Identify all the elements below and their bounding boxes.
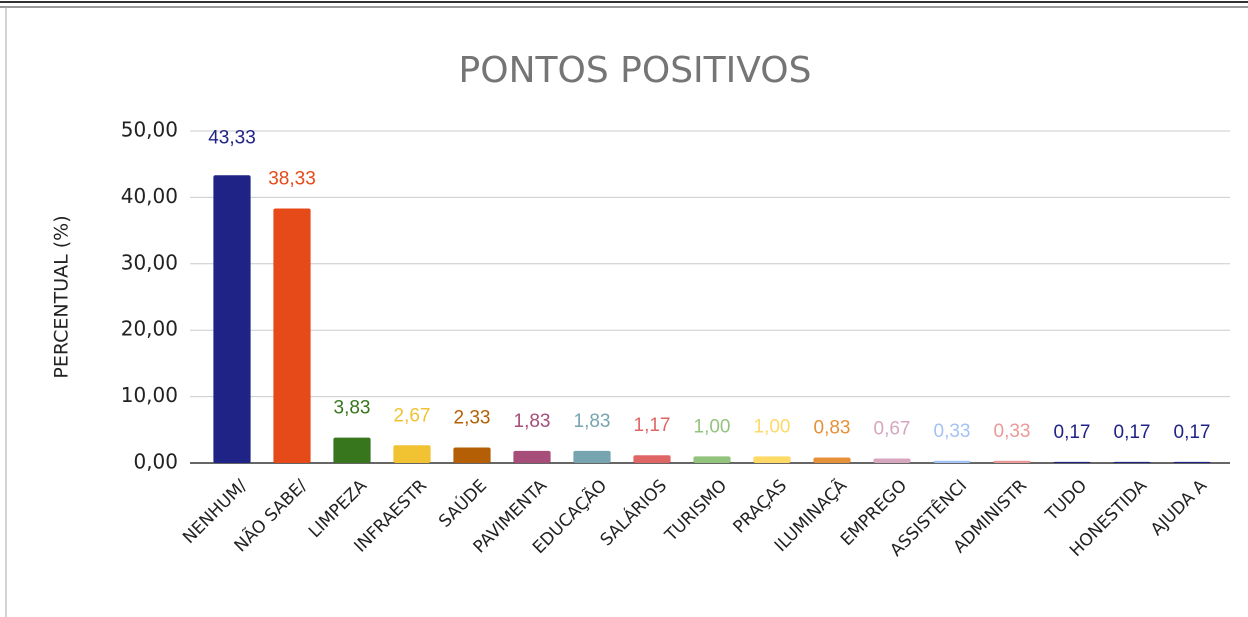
- bar: [1113, 461, 1151, 463]
- data-label: 1,83: [514, 411, 551, 432]
- data-label: 2,67: [394, 405, 431, 426]
- y-tick-label: 10,00: [121, 383, 178, 407]
- data-label: 0,67: [874, 419, 911, 440]
- y-tick-label: 50,00: [121, 118, 178, 142]
- data-label: 1,00: [754, 416, 791, 437]
- bar: [693, 456, 731, 463]
- data-label: 1,17: [634, 415, 671, 436]
- bar: [873, 458, 911, 463]
- bar: [753, 456, 791, 463]
- data-label: 0,83: [814, 418, 851, 439]
- data-label: 3,83: [334, 398, 371, 419]
- bar: [273, 208, 311, 463]
- data-label: 0,33: [934, 421, 971, 442]
- data-label: 0,17: [1174, 422, 1211, 443]
- bar: [453, 447, 491, 463]
- bar: [513, 450, 551, 463]
- bar: [393, 445, 431, 463]
- data-label: 38,33: [268, 169, 316, 190]
- y-tick-label: 20,00: [121, 317, 178, 341]
- bar: [1053, 461, 1091, 463]
- bar: [933, 460, 971, 463]
- bar: [813, 457, 851, 463]
- data-label: 1,00: [694, 416, 731, 437]
- data-label: 43,33: [208, 127, 256, 148]
- data-label: 0,33: [994, 421, 1031, 442]
- y-axis-label: PERCENTUAL (%): [51, 215, 73, 378]
- bar: [993, 460, 1031, 463]
- bar: [333, 437, 371, 463]
- bar: [213, 175, 251, 463]
- bar: [573, 450, 611, 463]
- data-label: 2,33: [454, 408, 491, 429]
- y-tick-label: 0,00: [133, 450, 178, 474]
- data-label: 1,83: [574, 411, 611, 432]
- chart-title: PONTOS POSITIVOS: [459, 50, 812, 91]
- bar: [1173, 461, 1211, 463]
- y-tick-label: 40,00: [121, 184, 178, 208]
- y-tick-label: 30,00: [121, 250, 178, 274]
- bar: [633, 455, 671, 463]
- data-label: 0,17: [1114, 422, 1151, 443]
- data-label: 0,17: [1054, 422, 1091, 443]
